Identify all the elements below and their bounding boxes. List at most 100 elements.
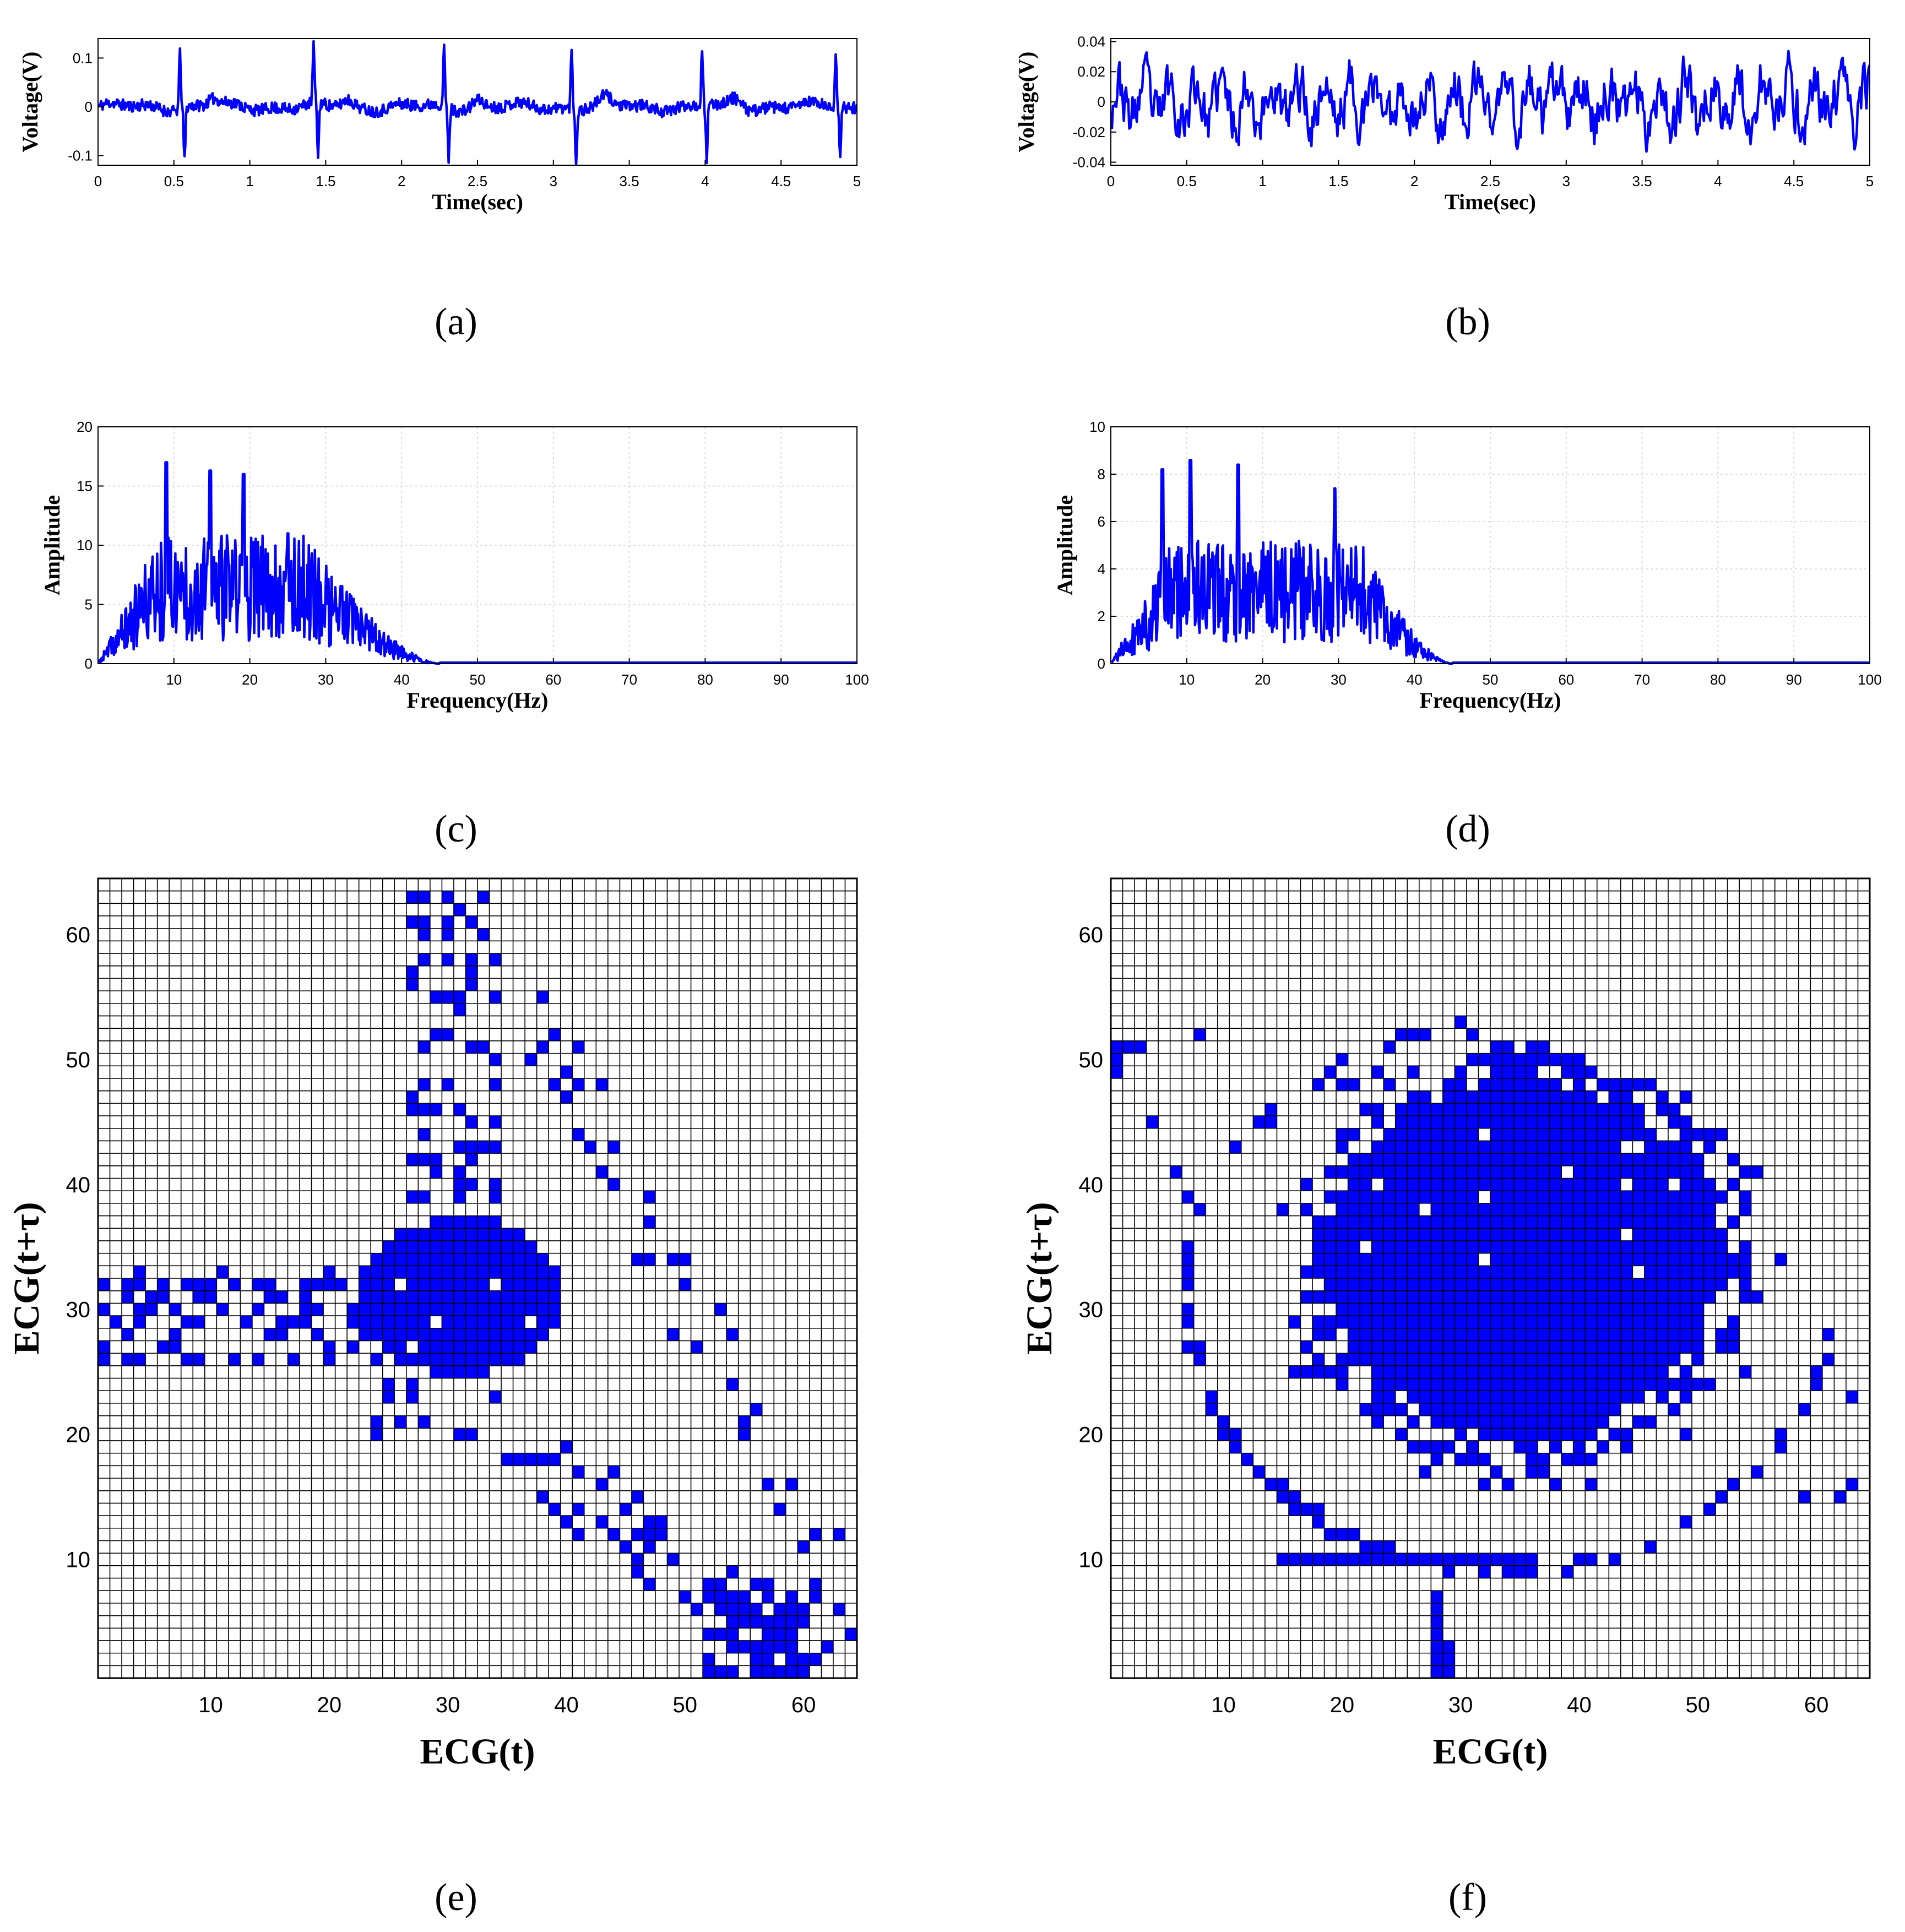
grid-cell [1502, 1215, 1515, 1229]
grid-cell [1383, 1403, 1396, 1416]
grid-cell [1490, 1303, 1502, 1316]
grid-cell [465, 1141, 478, 1154]
grid-cell [1609, 1178, 1621, 1191]
grid-cell [1692, 1378, 1704, 1391]
grid-cell [1466, 1128, 1479, 1141]
y-tick-label: 0 [1098, 655, 1105, 672]
grid-cell [359, 1278, 371, 1291]
grid-cell [1478, 1090, 1491, 1104]
grid-cell [1597, 1328, 1609, 1341]
grid-cell [1490, 1116, 1502, 1129]
grid-cell [1716, 1266, 1728, 1279]
grid-cell [1538, 1053, 1550, 1066]
grid-cell [1490, 1053, 1502, 1066]
grid-cell [1336, 1253, 1349, 1266]
grid-cell [1561, 1565, 1574, 1578]
grid-cell [204, 1278, 217, 1291]
grid-cell [311, 1328, 324, 1341]
grid-cell [1312, 1365, 1325, 1379]
grid-cell [1478, 1391, 1491, 1404]
grid-cell [1442, 1303, 1455, 1316]
grid-cell [1526, 1240, 1538, 1254]
grid-cell [1526, 1178, 1538, 1191]
grid-cell [1288, 1490, 1301, 1504]
grid-cell [489, 1290, 502, 1304]
grid-cell [1656, 1103, 1669, 1116]
grid-cell [1419, 1303, 1431, 1316]
grid-cell [1680, 1191, 1692, 1204]
grid-cell [1514, 1428, 1526, 1441]
x-tick-label: 10 [198, 1693, 223, 1717]
grid-cell [1135, 1040, 1147, 1054]
grid-cell [430, 1253, 442, 1266]
grid-cell [1632, 1328, 1645, 1341]
grid-cell [418, 1040, 431, 1054]
grid-cell [1454, 1203, 1467, 1216]
grid-cell [785, 1665, 798, 1679]
grid-cell [1454, 1403, 1467, 1416]
grid-cell [394, 1353, 407, 1366]
grid-cell [1680, 1090, 1692, 1104]
grid-cell [1431, 1178, 1443, 1191]
grid-cell [1573, 1203, 1586, 1216]
grid-cell [1490, 1353, 1502, 1366]
grid-cell [1442, 1103, 1455, 1116]
x-tick-label: 1.5 [1328, 173, 1348, 189]
grid-cell [1549, 1303, 1562, 1316]
grid-cell [287, 1316, 300, 1329]
y-tick-label: 20 [1079, 1423, 1104, 1447]
grid-cell [762, 1578, 774, 1591]
grid-cell [1644, 1378, 1657, 1391]
grid-cell [833, 1528, 845, 1541]
grid-cell [1490, 1328, 1502, 1341]
grid-cell [1490, 1128, 1502, 1141]
grid-cell [1395, 1365, 1408, 1379]
grid-cell [1442, 1328, 1455, 1341]
grid-cell [133, 1353, 146, 1366]
grid-cell [1312, 1240, 1325, 1254]
grid-cell [1549, 1391, 1562, 1404]
grid-cell [1538, 1215, 1550, 1229]
grid-cell [1609, 1316, 1621, 1329]
grid-cell [1466, 1415, 1479, 1429]
grid-cell [1538, 1128, 1550, 1141]
grid-cell [1478, 1365, 1491, 1379]
grid-cell [762, 1640, 774, 1654]
grid-cell [1632, 1215, 1645, 1229]
grid-cell [1620, 1116, 1633, 1129]
grid-cell [465, 965, 478, 979]
grid-cell [300, 1303, 312, 1316]
grid-cell [1383, 1266, 1396, 1279]
grid-cell [549, 1303, 561, 1316]
grid-cell [1561, 1128, 1574, 1141]
grid-cell [1632, 1228, 1645, 1241]
grid-cell [1549, 1403, 1562, 1416]
grid-cell [1620, 1303, 1633, 1316]
grid-cell [1454, 1415, 1467, 1429]
grid-cell [1703, 1278, 1716, 1291]
grid-cell [1371, 1341, 1384, 1354]
grid-cell [1573, 1078, 1586, 1092]
grid-cell [1395, 1403, 1408, 1416]
grid-cell [1371, 1391, 1384, 1404]
grid-cell [406, 891, 419, 904]
grid-cell [1336, 1553, 1349, 1566]
grid-cell [1680, 1290, 1692, 1304]
grid-cell [1538, 1040, 1550, 1054]
grid-cell [1502, 1341, 1515, 1354]
grid-cell [1620, 1290, 1633, 1304]
grid-cell [1692, 1165, 1704, 1179]
grid-cell [1514, 1278, 1526, 1291]
grid-cell [738, 1415, 751, 1429]
grid-cell [1419, 1215, 1431, 1229]
grid-cell [501, 1290, 513, 1304]
grid-cell [1526, 1365, 1538, 1379]
grid-cell [1561, 1403, 1574, 1416]
grid-cell [1490, 1553, 1502, 1566]
grid-cell [1585, 1453, 1598, 1466]
grid-cell [1454, 1153, 1467, 1166]
grid-cell [442, 1240, 454, 1254]
grid-cell [785, 1653, 798, 1666]
grid-cell [1680, 1178, 1692, 1191]
grid-cell [1644, 1128, 1657, 1141]
